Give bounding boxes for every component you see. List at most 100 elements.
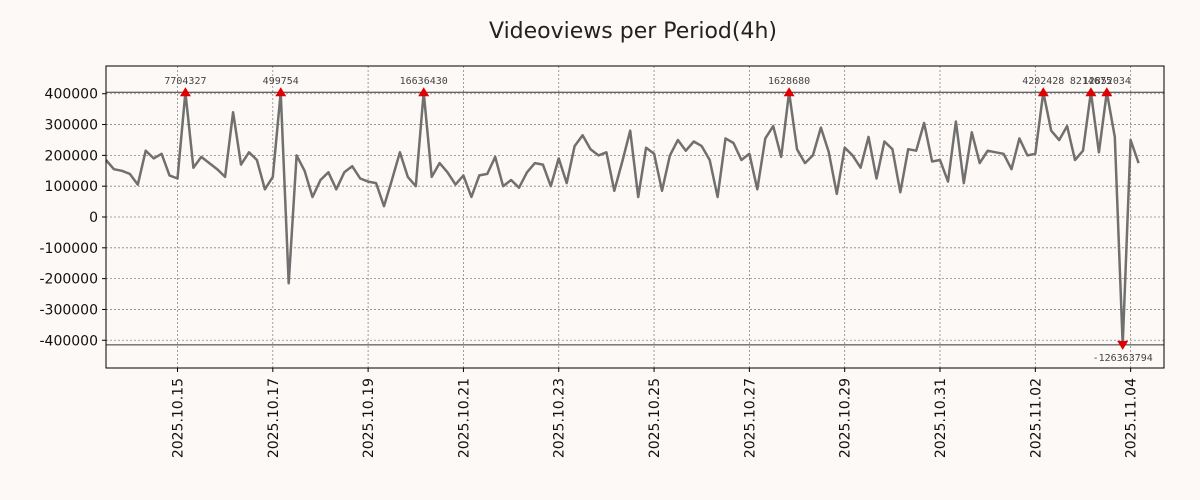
data-point <box>248 151 250 153</box>
y-tick-label: 400000 <box>45 87 98 103</box>
data-point <box>693 141 695 143</box>
x-tick-label: 2025.11.02 <box>1028 378 1044 458</box>
data-point <box>1058 139 1060 141</box>
peak-label: 16636430 <box>400 76 448 87</box>
data-point <box>1082 150 1084 152</box>
data-point <box>907 148 909 150</box>
data-point <box>590 148 592 150</box>
peak-marker <box>179 87 191 97</box>
data-point <box>1050 130 1052 132</box>
y-tick-label: -200000 <box>40 272 99 288</box>
data-point <box>868 136 870 138</box>
data-point <box>566 182 568 184</box>
data-point <box>748 153 750 155</box>
data-point <box>129 173 131 175</box>
data-point <box>605 151 607 153</box>
data-point <box>1114 136 1116 138</box>
data-point <box>820 127 822 129</box>
data-point <box>1010 168 1012 170</box>
data-point <box>470 196 472 198</box>
data-point <box>923 122 925 124</box>
data-point <box>121 170 123 172</box>
y-axis: 400000 300000 200000 100000 0 -100000 -200000 -… <box>40 87 106 349</box>
data-point <box>780 156 782 158</box>
data-point <box>407 176 409 178</box>
trough-label: -126363794 <box>1093 353 1153 364</box>
data-point <box>169 174 171 176</box>
data-point <box>478 174 480 176</box>
series-line-0 <box>105 90 1140 347</box>
data-point <box>701 145 703 147</box>
x-axis: 2025.10.15 2025.10.17 2025.10.19 2025.10.21… <box>170 368 1140 458</box>
data-point <box>812 154 814 156</box>
x-tick-label: 2025.11.04 <box>1124 378 1140 458</box>
data-point <box>343 171 345 173</box>
data-point <box>113 168 115 170</box>
data-point <box>327 171 329 173</box>
x-tick-label: 2025.10.19 <box>361 378 377 458</box>
data-point <box>161 153 163 155</box>
data-point <box>494 156 496 158</box>
chart-title: Videoviews per Period(4h) <box>489 19 777 44</box>
data-point <box>1034 153 1036 155</box>
x-tick-label: 2025.10.15 <box>170 378 186 458</box>
peak-label: 8214675 <box>1070 76 1112 87</box>
data-point <box>208 162 210 164</box>
data-point <box>359 177 361 179</box>
data-point <box>510 179 512 181</box>
data-point <box>240 164 242 166</box>
data-point <box>844 147 846 149</box>
data-point <box>319 179 321 181</box>
data-point <box>772 125 774 127</box>
data-point <box>891 148 893 150</box>
data-point <box>502 185 504 187</box>
data-point <box>629 130 631 132</box>
data-point <box>621 161 623 163</box>
data-point <box>1026 154 1028 156</box>
data-point <box>740 159 742 161</box>
data-point <box>971 131 973 133</box>
data-point <box>486 173 488 175</box>
data-point <box>725 137 727 139</box>
peak-marker <box>418 87 430 97</box>
data-point <box>677 139 679 141</box>
data-point <box>931 161 933 163</box>
data-point <box>955 120 957 122</box>
data-point <box>137 184 139 186</box>
x-tick-label: 2025.10.31 <box>933 378 949 458</box>
y-tick-label: 200000 <box>45 148 98 164</box>
data-point <box>351 165 353 167</box>
data-point <box>875 177 877 179</box>
series-layer <box>105 90 1140 347</box>
data-point <box>550 185 552 187</box>
data-point <box>653 153 655 155</box>
data-point <box>661 190 663 192</box>
x-tick-label: 2025.10.25 <box>647 378 663 458</box>
data-point <box>304 170 306 172</box>
data-point <box>836 193 838 195</box>
data-point <box>979 162 981 164</box>
data-point <box>1130 139 1132 141</box>
data-point <box>312 196 314 198</box>
data-point <box>296 154 298 156</box>
data-point <box>176 177 178 179</box>
data-point <box>1003 153 1005 155</box>
data-point <box>518 187 520 189</box>
data-point <box>391 179 393 181</box>
data-point <box>534 162 536 164</box>
data-point <box>852 154 854 156</box>
data-point <box>1018 137 1020 139</box>
data-point <box>860 167 862 169</box>
data-point <box>899 191 901 193</box>
data-point <box>383 205 385 207</box>
data-point <box>367 181 369 183</box>
data-point <box>915 150 917 152</box>
data-point <box>1066 125 1068 127</box>
data-point <box>828 151 830 153</box>
data-point <box>613 190 615 192</box>
data-point <box>947 181 949 183</box>
y-tick-label: 0 <box>89 210 98 226</box>
data-point <box>582 134 584 136</box>
data-point <box>732 142 734 144</box>
